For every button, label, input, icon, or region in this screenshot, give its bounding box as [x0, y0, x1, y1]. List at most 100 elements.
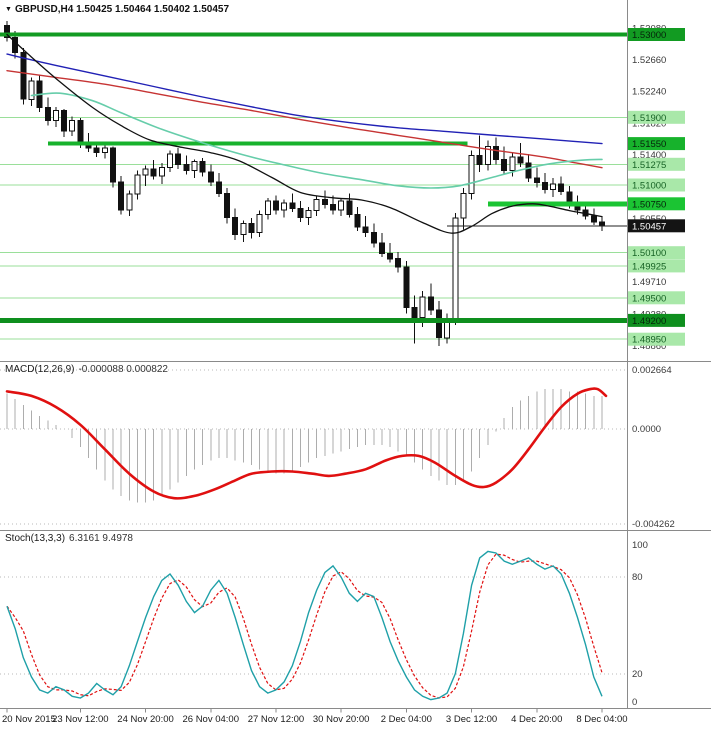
candle	[281, 199, 288, 218]
macd-signal-line	[5, 387, 608, 500]
candle	[403, 261, 410, 314]
price-level-label: 1.51900	[628, 110, 685, 124]
chart-header: ▼ GBPUSD,H4 1.50425 1.50464 1.50402 1.504…	[5, 4, 229, 15]
price-level-label: 1.51275	[628, 157, 685, 171]
candle	[460, 188, 467, 230]
price-level-label: 1.48950	[628, 332, 685, 346]
price-level-label-text: 1.49500	[632, 293, 666, 304]
price-tick-label: 1.52240	[632, 87, 666, 98]
price-level-labels: 1.53000 1.51900 1.51550 1.51275 1.51000 1.507…	[628, 28, 685, 346]
time-axis-label: 24 Nov 20:00	[117, 714, 174, 725]
stochastic-panel	[0, 550, 627, 701]
ma-black-fastest	[6, 33, 603, 234]
candle	[224, 188, 231, 224]
candle	[370, 223, 377, 248]
macd-indicator-label: MACD(12,26,9) -0.000088 0.000822	[5, 364, 168, 375]
price-tick-label: 1.51820	[632, 118, 666, 129]
candle	[158, 163, 165, 185]
candle	[468, 150, 475, 200]
candle	[28, 77, 35, 106]
price-tick-label: 1.48860	[632, 341, 666, 352]
candle	[362, 215, 369, 237]
candle	[493, 137, 499, 165]
price-level-label: 1.53000	[628, 28, 685, 41]
candle	[264, 197, 271, 220]
macd-values: -0.000088 0.000822	[78, 364, 168, 375]
stoch-signal-line	[6, 553, 603, 699]
time-axis-label: 27 Nov 12:00	[248, 714, 305, 725]
ma-teal-fast	[30, 92, 603, 189]
macd-tick-label: -0.004262	[632, 519, 675, 530]
price-level-label-text: 1.53000	[632, 30, 666, 41]
candle	[191, 159, 198, 179]
stoch-tick-label: 80	[632, 572, 643, 583]
candle	[387, 242, 394, 263]
time-axis-label: 30 Nov 20:00	[313, 714, 370, 725]
ohlc-quote-values: 1.50425 1.50464 1.50402 1.50457	[76, 4, 230, 15]
candle	[533, 167, 540, 188]
candle	[150, 160, 157, 180]
candle	[378, 233, 385, 258]
candle	[517, 142, 524, 167]
time-axis-label: 26 Nov 04:00	[182, 714, 239, 725]
price-level-label: 1.49500	[628, 291, 685, 304]
candle	[183, 155, 190, 175]
time-axis-label: 20 Nov 2015	[2, 714, 56, 725]
current-price-label: 1.50457	[628, 219, 685, 232]
candlestick-series	[4, 21, 605, 346]
price-level-label-text: 1.51550	[632, 139, 666, 150]
candle	[256, 210, 263, 237]
price-tick-label: 1.52660	[632, 55, 666, 66]
candle	[134, 170, 141, 200]
ma-red-medium	[6, 70, 603, 169]
stoch-values: 6.3161 9.4978	[69, 533, 133, 544]
candle	[484, 140, 491, 171]
candle	[215, 173, 222, 197]
price-level-label: 1.51000	[628, 178, 685, 192]
price-level-label-text: 1.48950	[632, 335, 666, 346]
candle	[297, 200, 304, 222]
candle	[20, 48, 27, 105]
candle	[199, 157, 206, 177]
candle	[61, 109, 68, 137]
candle	[541, 173, 548, 194]
candle	[207, 164, 214, 186]
candle	[101, 145, 108, 159]
candle	[427, 283, 434, 316]
price-level-label: 1.51550	[628, 137, 685, 150]
price-level-label-text: 1.49200	[632, 316, 666, 327]
time-axis-label: 23 Nov 12:00	[52, 714, 109, 725]
stoch-tick-label: 100	[632, 540, 648, 551]
macd-tick-label: 0.002664	[632, 365, 672, 376]
stoch-tick-label: 0	[632, 697, 637, 708]
candle	[346, 193, 353, 218]
candle	[338, 197, 345, 216]
time-axis-label: 8 Dec 04:00	[576, 714, 627, 725]
candle	[395, 252, 402, 273]
candle	[167, 150, 173, 173]
candle	[452, 212, 459, 325]
candle	[436, 300, 442, 346]
candle	[232, 208, 239, 240]
price-level-label-text: 1.49925	[632, 261, 666, 272]
candle	[305, 206, 312, 225]
candle	[248, 218, 255, 239]
macd-name: MACD(12,26,9)	[5, 364, 75, 375]
support-resistance-thin-lines	[0, 116, 627, 340]
price-level-label-text: 1.50750	[632, 199, 666, 210]
symbol-timeframe-label: GBPUSD,H4	[14, 4, 74, 15]
candle	[126, 190, 133, 216]
price-tick-label: 1.51400	[632, 150, 666, 161]
candle	[476, 135, 483, 173]
time-axis-label: 4 Dec 20:00	[511, 714, 562, 725]
candle	[354, 206, 361, 231]
candle	[69, 116, 76, 137]
macd-panel	[0, 369, 627, 525]
current-price-label-text: 1.50457	[632, 221, 666, 232]
candle	[44, 97, 51, 126]
stoch-tick-label: 20	[632, 669, 643, 680]
candle	[240, 220, 247, 243]
